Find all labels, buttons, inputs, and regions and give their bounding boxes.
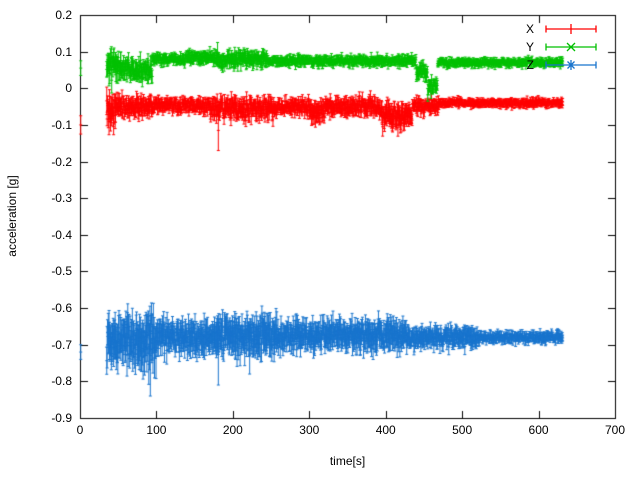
plus-marker-icon	[545, 24, 597, 34]
y-tick-label: -0.2	[51, 154, 72, 169]
x-tick-label: 500	[452, 423, 473, 437]
y-tick-label: 0.2	[55, 8, 72, 22]
x-tick-label: 600	[528, 423, 549, 437]
y-tick-label: -0.8	[51, 374, 72, 389]
y-tick-label: -0.9	[51, 411, 72, 425]
y-tick-label: -0.6	[51, 301, 72, 316]
cross-marker-icon	[545, 42, 597, 52]
y-tick-label: -0.5	[51, 264, 72, 279]
x-tick-label: 0	[76, 423, 84, 437]
legend-entry-y: Y	[520, 38, 598, 56]
x-axis-title: time[s]	[329, 454, 366, 468]
x-tick-label: 400	[375, 423, 396, 437]
y-tick-label: 0	[65, 81, 72, 96]
x-tick-label: 200	[222, 423, 243, 437]
x-tick-label: 700	[604, 423, 626, 437]
legend-label: X	[525, 22, 534, 36]
y-tick-label: 0.1	[55, 44, 72, 59]
legend-label: Y	[525, 40, 534, 54]
legend-entry-z: Z	[520, 56, 598, 74]
y-tick-label: -0.1	[51, 117, 72, 132]
legend-label: Z	[526, 58, 534, 72]
asterisk-marker-icon	[545, 60, 597, 70]
legend-entry-x: X	[520, 20, 598, 38]
y-axis-title: acceleration [g]	[5, 175, 19, 257]
y-tick-label: -0.3	[51, 191, 72, 206]
y-tick-label: -0.7	[51, 337, 72, 352]
y-tick-label: -0.4	[51, 227, 72, 242]
x-tick-label: 300	[299, 423, 320, 437]
x-tick-label: 100	[146, 423, 167, 437]
